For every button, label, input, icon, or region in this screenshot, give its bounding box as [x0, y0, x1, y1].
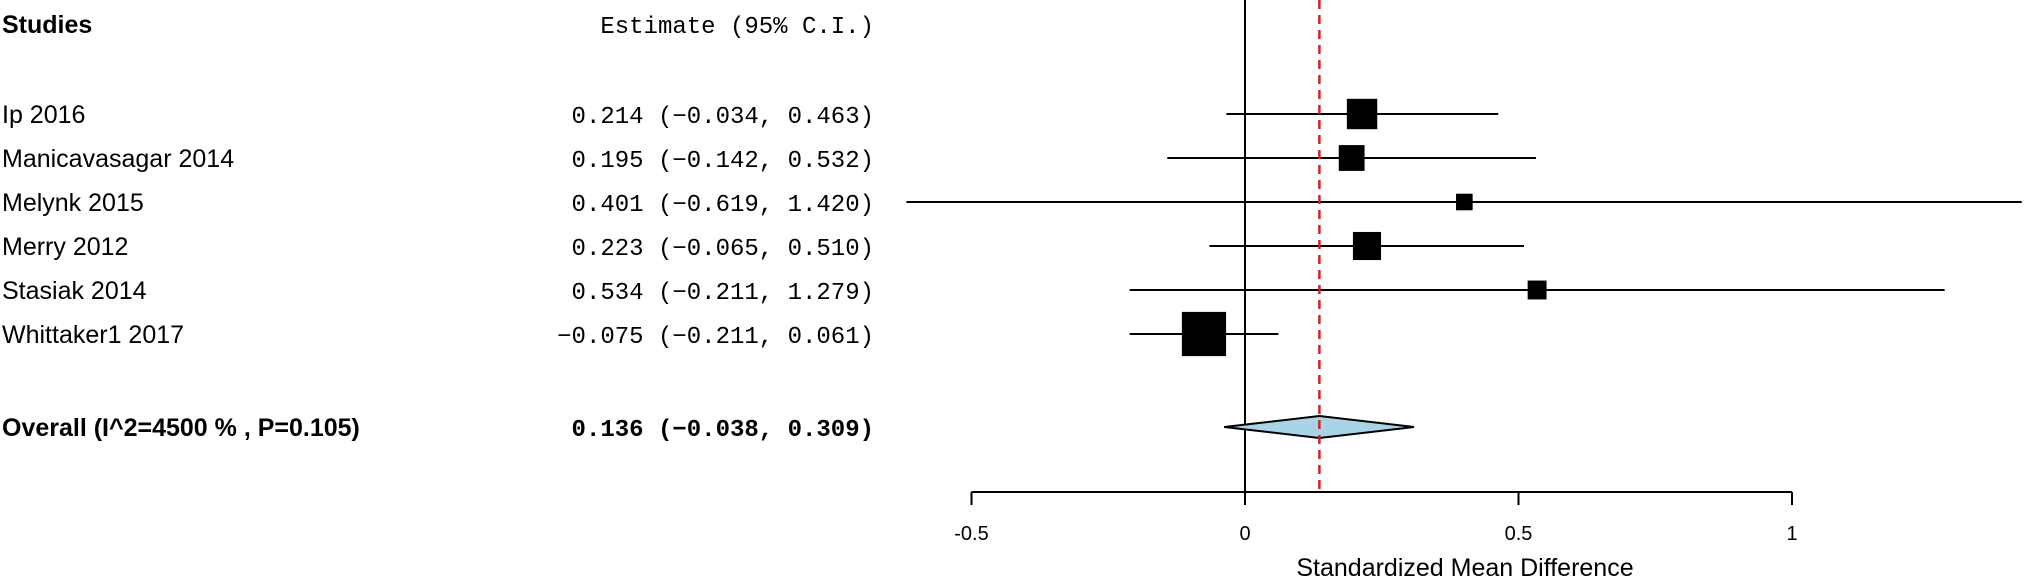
study-name: Stasiak 2014: [2, 277, 147, 305]
study-name: Manicavasagar 2014: [2, 145, 234, 173]
overall-estimate-ci: 0.136 (−0.038, 0.309): [572, 417, 874, 444]
study-estimate-square: [1352, 231, 1382, 261]
study-estimate-square: [1181, 311, 1227, 357]
study-estimate-ci: 0.534 (−0.211, 1.279): [572, 280, 874, 307]
study-estimate-square: [1527, 280, 1547, 300]
study-name: Melynk 2015: [2, 189, 144, 217]
study-name: Merry 2012: [2, 233, 128, 261]
x-axis-tick-label: 0: [1239, 523, 1250, 545]
study-name: Whittaker1 2017: [2, 321, 184, 349]
study-name: Ip 2016: [2, 101, 85, 129]
study-estimate-ci: 0.214 (−0.034, 0.463): [572, 104, 874, 131]
x-axis-tick-label: -0.5: [954, 523, 988, 545]
study-rows: Ip 2016 0.214 (−0.034, 0.463) Manicavasaga…: [2, 101, 874, 444]
plot-area: [906, 0, 2022, 492]
study-estimate-square: [1346, 98, 1378, 130]
study-estimate-ci: −0.075 (−0.211, 0.061): [557, 324, 874, 351]
x-axis: -0.5 0 0.5 1: [954, 491, 1798, 545]
study-estimate-square: [1338, 145, 1365, 171]
x-axis-tick-label: 1: [1786, 523, 1797, 545]
x-axis-label: Standardized Mean Difference: [1296, 554, 1633, 582]
study-estimate-ci: 0.223 (−0.065, 0.510): [572, 236, 874, 263]
overall-label: Overall (I^2=4500 % , P=0.105): [2, 414, 360, 442]
studies-header: Studies: [2, 11, 92, 39]
study-estimate-ci: 0.195 (−0.142, 0.532): [572, 148, 874, 175]
x-axis-tick-label: 0.5: [1505, 523, 1533, 545]
study-estimate-square: [1456, 193, 1473, 211]
study-estimate-ci: 0.401 (−0.619, 1.420): [572, 192, 874, 219]
estimate-header: Estimate (95% C.I.): [600, 14, 874, 41]
